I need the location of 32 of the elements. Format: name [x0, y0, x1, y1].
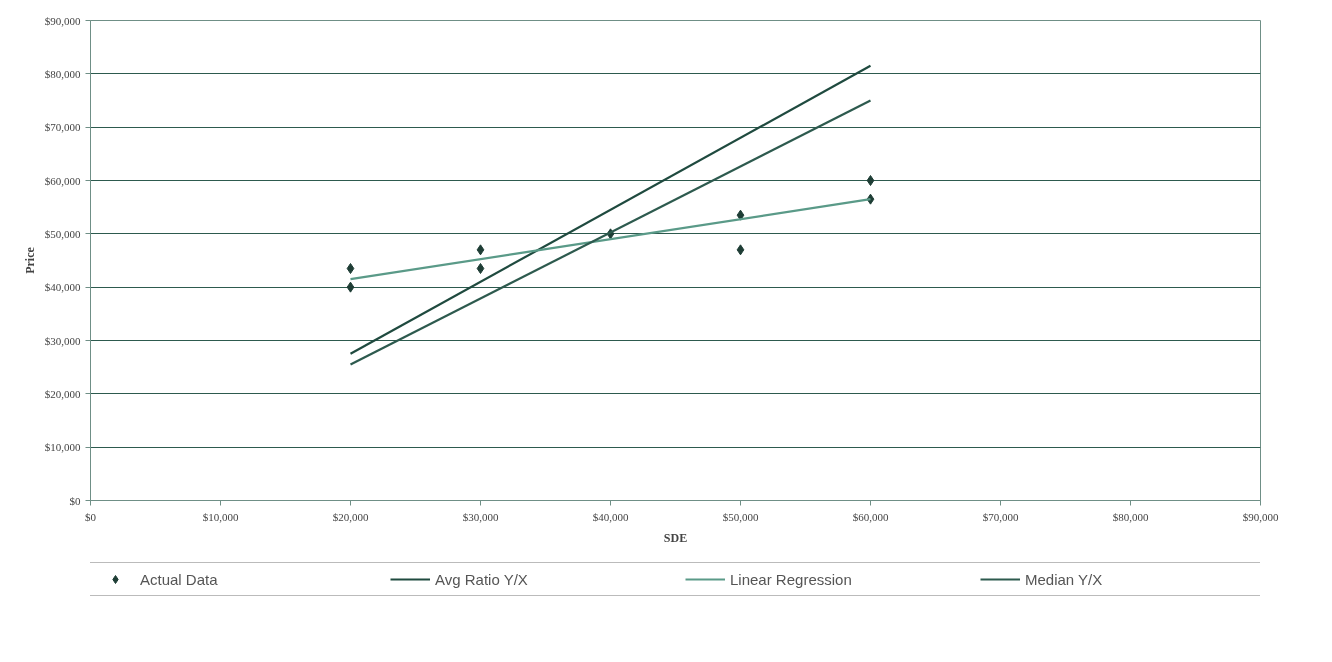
x-tick-label: $70,000 [982, 510, 1019, 523]
x-tick-label: $90,000 [1242, 510, 1279, 523]
y-tick-label: $40,000 [44, 281, 81, 294]
y-tick-label: $10,000 [44, 441, 81, 454]
y-tick-label: $50,000 [44, 227, 81, 240]
x-tick-label: $40,000 [592, 510, 629, 523]
x-tick-label: $0 [85, 510, 97, 523]
legend-label: Avg Ratio Y/X [435, 570, 529, 588]
point [476, 244, 485, 256]
y-tick-label: $20,000 [44, 387, 81, 400]
point [346, 263, 355, 274]
legend-label: Median Y/X [1025, 570, 1104, 588]
legend-label: Actual Data [140, 570, 219, 588]
x-tick-label: $80,000 [1112, 510, 1149, 523]
x-tick-label: $10,000 [202, 510, 239, 523]
y-tick-label: $70,000 [44, 121, 81, 134]
point [736, 244, 745, 256]
y-tick-label: $80,000 [44, 67, 81, 80]
x-tick-label: $50,000 [722, 510, 759, 523]
x-tick-label: $60,000 [852, 510, 889, 523]
x-tick-label: $30,000 [462, 510, 499, 523]
y-tick-label: $0 [69, 494, 81, 507]
point [346, 281, 355, 293]
x-axis-title: SDE [663, 530, 688, 545]
point [476, 263, 485, 274]
y-axis-title: Price [22, 246, 37, 274]
legend-label: Linear Regression [730, 570, 853, 588]
y-tick-label: $90,000 [44, 14, 81, 27]
y-tick-label: $60,000 [44, 174, 81, 187]
y-tick-label: $30,000 [44, 334, 81, 347]
point [866, 175, 875, 186]
x-tick-label: $20,000 [332, 510, 369, 523]
